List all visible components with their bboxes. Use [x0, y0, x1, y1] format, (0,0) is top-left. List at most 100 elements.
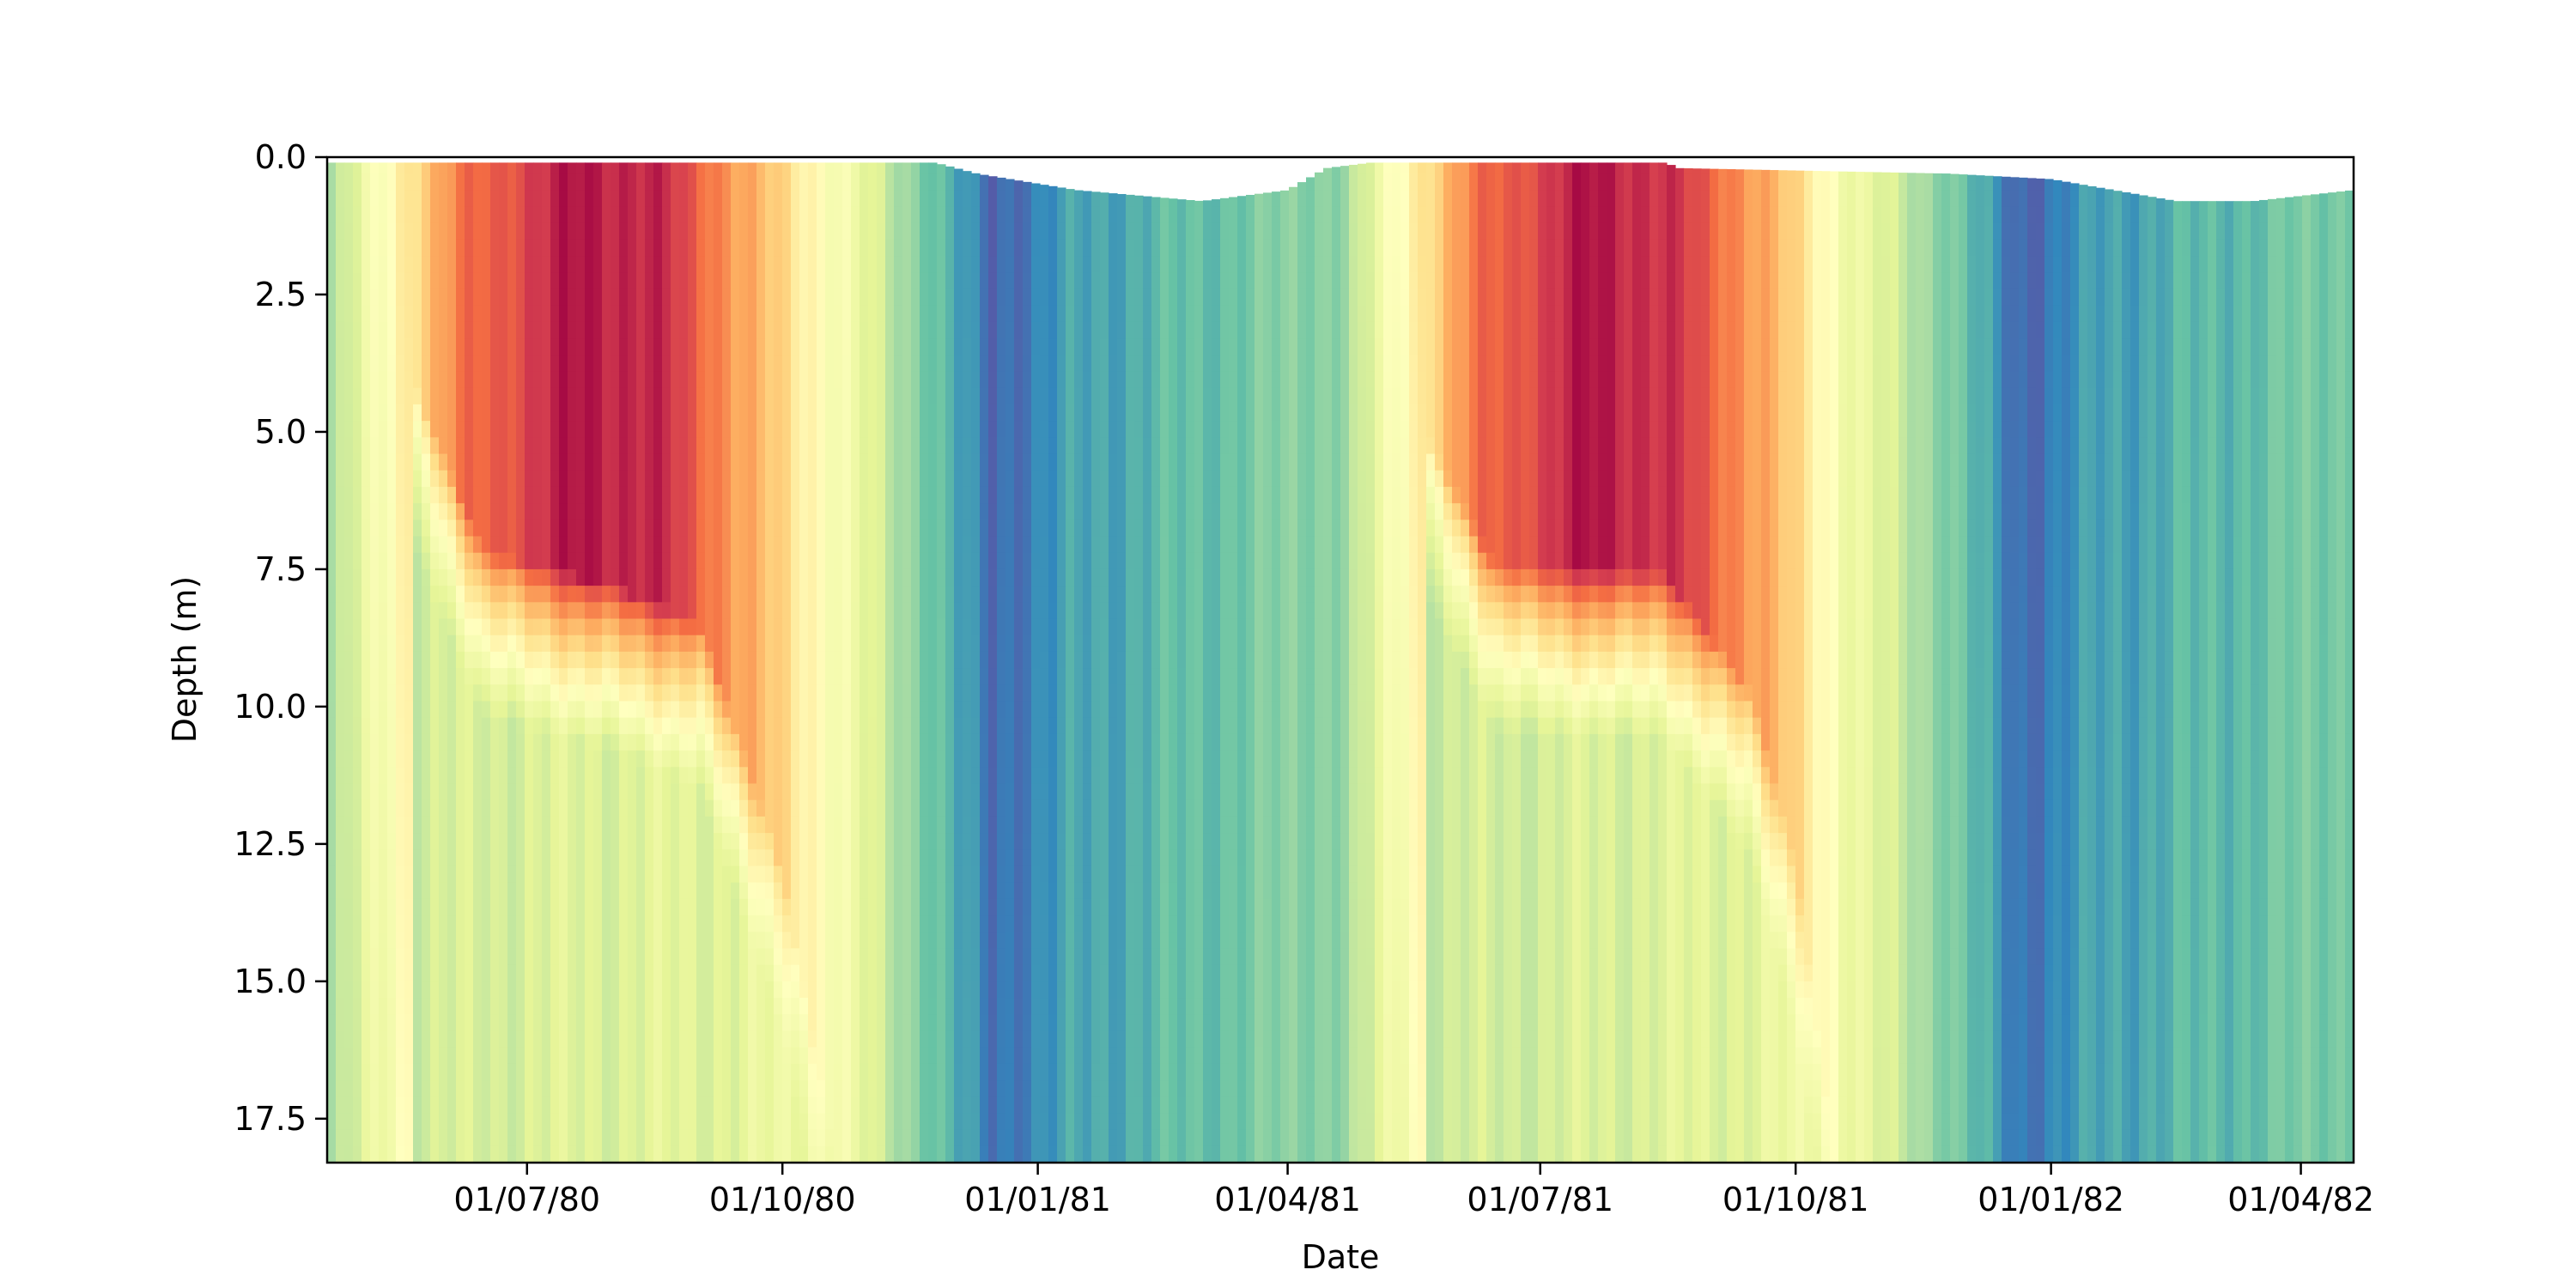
heatmap-cell — [911, 371, 920, 389]
heatmap-cell — [714, 998, 723, 1015]
heatmap-cell — [851, 239, 860, 257]
heatmap-cell — [799, 833, 809, 850]
heatmap-cell — [980, 453, 989, 471]
heatmap-cell — [645, 1080, 654, 1097]
heatmap-cell — [662, 849, 671, 867]
heatmap-cell — [619, 964, 629, 982]
heatmap-cell — [473, 1014, 483, 1032]
heatmap-cell — [1005, 750, 1015, 768]
heatmap-cell — [336, 387, 345, 405]
heatmap-cell — [868, 733, 878, 751]
heatmap-cell — [1005, 668, 1015, 685]
heatmap-cell — [490, 371, 500, 389]
heatmap-cell — [550, 272, 560, 290]
heatmap-cell — [611, 519, 620, 538]
heatmap-cell — [928, 536, 938, 554]
heatmap-cell — [499, 618, 508, 636]
heatmap-cell — [920, 272, 929, 290]
heatmap-cell — [482, 421, 491, 438]
heatmap-cell — [361, 750, 371, 768]
heatmap-cell — [808, 651, 817, 669]
heatmap-cell — [714, 470, 723, 488]
heatmap-cell — [525, 651, 534, 669]
heatmap-cell — [937, 866, 946, 884]
heatmap-cell — [954, 387, 963, 405]
heatmap-cell — [576, 289, 586, 307]
heatmap-cell — [387, 387, 397, 405]
heatmap-cell — [963, 1129, 972, 1147]
heatmap-cell — [851, 256, 860, 273]
heatmap-cell — [576, 387, 586, 405]
heatmap-cell — [945, 602, 955, 620]
heatmap-cell — [336, 305, 345, 323]
heatmap-cell — [619, 618, 629, 636]
heatmap-cell — [430, 898, 440, 916]
heatmap-cell — [799, 668, 809, 685]
heatmap-cell — [379, 602, 388, 620]
heatmap-cell — [885, 404, 895, 422]
heatmap-cell — [722, 998, 732, 1015]
heatmap-cell — [576, 866, 586, 884]
heatmap-cell — [370, 1047, 380, 1065]
heatmap-cell — [653, 256, 663, 273]
heatmap-cell — [799, 964, 809, 982]
heatmap-cell — [902, 932, 912, 950]
heatmap-cell — [456, 404, 465, 422]
heatmap-cell — [507, 206, 517, 224]
heatmap-cell — [688, 355, 697, 373]
heatmap-cell — [756, 651, 766, 669]
heatmap-cell — [945, 816, 955, 834]
heatmap-cell — [894, 173, 903, 191]
heatmap-cell — [361, 486, 371, 504]
heatmap-cell — [714, 272, 723, 290]
heatmap-cell — [714, 767, 723, 785]
heatmap-cell — [782, 668, 792, 685]
heatmap-cell — [353, 338, 362, 355]
heatmap-cell — [971, 486, 981, 504]
heatmap-cell — [628, 1063, 637, 1081]
heatmap-cell — [765, 701, 775, 719]
heatmap-cell — [525, 519, 534, 538]
heatmap-cell — [525, 190, 534, 208]
heatmap-cell — [799, 321, 809, 339]
heatmap-cell — [1005, 948, 1015, 966]
heatmap-cell — [714, 305, 723, 323]
heatmap-cell — [963, 239, 972, 257]
heatmap-cell — [430, 618, 440, 636]
heatmap-cell — [714, 190, 723, 208]
heatmap-cell — [593, 239, 603, 257]
heatmap-cell — [327, 421, 337, 438]
heatmap-cell — [456, 948, 465, 966]
heatmap-cell — [696, 833, 706, 850]
heatmap-cell — [945, 355, 955, 373]
heatmap-cell — [808, 371, 817, 389]
heatmap-cell — [739, 173, 749, 191]
heatmap-cell — [499, 568, 508, 586]
heatmap-cell — [525, 618, 534, 636]
heatmap-cell — [525, 272, 534, 290]
heatmap-cell — [860, 453, 869, 471]
heatmap-cell — [756, 717, 766, 735]
heatmap-cell — [902, 1063, 912, 1081]
heatmap-cell — [559, 1097, 568, 1115]
heatmap-cell — [662, 701, 671, 719]
heatmap-cell — [387, 932, 397, 950]
heatmap-cell — [1005, 964, 1015, 982]
heatmap-cell — [834, 733, 843, 751]
heatmap-cell — [954, 404, 963, 422]
heatmap-cell — [988, 1145, 998, 1163]
heatmap-cell — [568, 635, 577, 653]
heatmap-cell — [327, 470, 337, 488]
heatmap-cell — [473, 602, 483, 620]
heatmap-cell — [653, 1129, 663, 1147]
heatmap-cell — [817, 503, 826, 520]
heatmap-cell — [937, 552, 946, 570]
heatmap-cell — [799, 717, 809, 735]
heatmap-cell — [361, 799, 371, 817]
heatmap-cell — [396, 701, 405, 719]
heatmap-cell — [954, 668, 963, 685]
heatmap-cell — [980, 701, 989, 719]
heatmap-cell — [559, 552, 568, 570]
heatmap-cell — [611, 486, 620, 504]
heatmap-cell — [387, 536, 397, 554]
